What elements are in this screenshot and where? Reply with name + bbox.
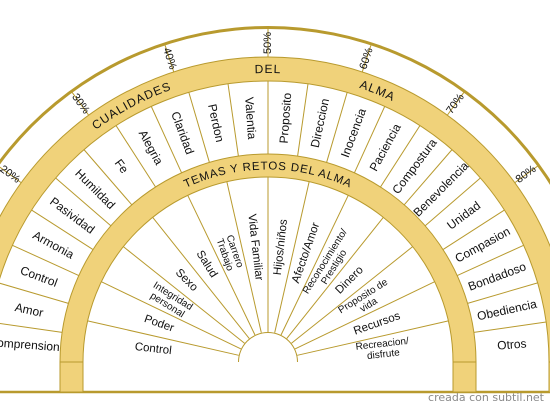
percent-tick-label: 50% <box>262 32 274 54</box>
outer-item-label: Fe <box>112 156 132 176</box>
outer-spoke <box>12 244 80 277</box>
outer-item-label: Humildad <box>72 166 118 212</box>
percent-tick-label: 20% <box>0 163 23 186</box>
inner-spoke <box>280 195 349 336</box>
percent-tick-label: 60% <box>357 46 375 71</box>
inner-spoke <box>123 246 245 344</box>
inner-item-label: CarreroTrabajo <box>214 233 246 273</box>
outer-spoke <box>115 125 156 188</box>
outer-item-label: Compasion <box>453 224 513 265</box>
inner-item-label: Hijos/niños <box>272 218 290 275</box>
percent-spoke <box>361 45 372 73</box>
percent-spoke <box>71 92 90 116</box>
outer-spoke <box>55 177 112 227</box>
outer-spoke <box>473 321 547 333</box>
percent-tick-label: 30% <box>69 91 92 116</box>
inner-spoke <box>87 320 239 356</box>
outer-spoke <box>424 177 481 227</box>
outer-band <box>0 56 550 393</box>
percent-tick-label: 40% <box>160 46 178 71</box>
outer-spoke <box>456 244 524 277</box>
percent-tick-label: 70% <box>444 91 467 116</box>
outer-item-label: Amor <box>14 300 45 320</box>
inner-spoke <box>297 320 449 356</box>
hub-arc <box>238 332 298 362</box>
outer-spoke <box>467 282 538 304</box>
outer-item-label: Direccion <box>308 97 332 149</box>
outer-spoke <box>403 149 453 206</box>
credit-text: creada con subtil.net <box>428 391 544 404</box>
inner-spoke <box>291 246 413 344</box>
outer-spoke <box>442 209 505 250</box>
outer-item-label: Perdon <box>205 103 227 144</box>
outer-spoke <box>326 92 348 163</box>
outer-spoke <box>31 209 94 250</box>
outer-spoke <box>0 282 69 304</box>
inner-item-label: Poder <box>143 313 176 335</box>
outer-item-label: Otros <box>497 337 527 353</box>
outer-item-label: Proposito <box>277 92 295 144</box>
inner-item-label: Control <box>134 341 172 357</box>
percent-spoke <box>446 92 465 116</box>
inner-spoke <box>294 281 435 350</box>
spokes <box>0 81 549 393</box>
outer-item-label: Paciencia <box>367 121 404 174</box>
inner-spoke <box>187 195 256 336</box>
outer-item-label: Claridad <box>168 110 197 157</box>
percent-tick-label: 80% <box>514 163 539 186</box>
percent-spoke <box>0 166 22 184</box>
inner-spoke <box>286 217 384 339</box>
outer-item-label: Alegria <box>136 128 166 168</box>
outer-item-label: Control <box>18 263 59 290</box>
outer-spoke <box>297 83 309 157</box>
outer-spoke <box>0 322 63 333</box>
inner-spoke <box>101 281 242 350</box>
outer-band-title-word: DEL <box>254 62 281 76</box>
inner-spoke <box>152 217 250 339</box>
inner-spoke <box>226 181 262 333</box>
inner-spoke <box>274 181 310 333</box>
inner-item-label: Recreacion/disfrute <box>355 335 411 362</box>
outer-item-label: Valentia <box>242 96 259 140</box>
percent-spoke <box>164 45 175 73</box>
outer-spoke <box>380 125 421 188</box>
outer-item-label: Obediencia <box>476 297 539 324</box>
percent-spoke <box>514 165 538 184</box>
inner-item-label: Vida Familiar <box>245 213 264 281</box>
outer-spoke <box>227 83 239 157</box>
outer-spoke <box>83 149 133 206</box>
outer-spoke <box>188 92 210 163</box>
outer-item-label: Pasividad <box>47 194 97 236</box>
outer-spoke <box>150 106 183 174</box>
outer-item-label: Comprension <box>0 335 60 354</box>
outer-spoke <box>353 106 386 174</box>
